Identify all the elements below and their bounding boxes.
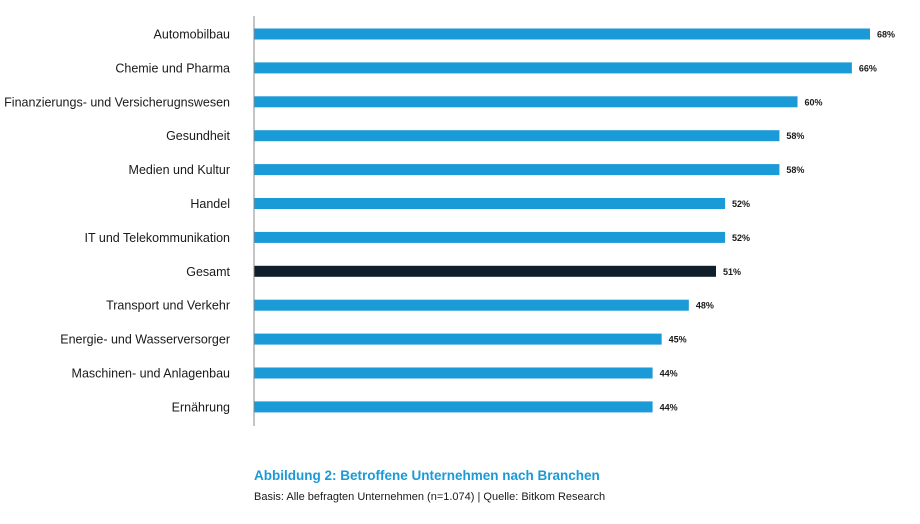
value-label: 44% [660, 402, 678, 412]
bar [254, 299, 689, 311]
value-label: 58% [786, 131, 804, 141]
value-label: 52% [732, 233, 750, 243]
value-label: 60% [805, 97, 823, 107]
value-label: 58% [786, 165, 804, 175]
category-label: Chemie und Pharma [115, 61, 230, 75]
category-label: Medien und Kultur [129, 163, 230, 177]
bar [254, 130, 780, 142]
category-label: Gesundheit [166, 129, 230, 143]
chart-title: Abbildung 2: Betroffene Unternehmen nach… [254, 468, 600, 483]
category-label: Maschinen- und Anlagenbau [72, 367, 231, 381]
bar [254, 231, 726, 243]
value-label: 66% [859, 63, 877, 73]
category-label: Automobilbau [154, 28, 230, 42]
value-label: 44% [660, 369, 678, 379]
value-label: 68% [877, 30, 895, 40]
chart-source-note: Basis: Alle befragten Unternehmen (n=1.0… [254, 491, 606, 503]
category-label: Finanzierungs- und Versicherugnswesen [4, 95, 230, 109]
category-label: Ernährung [172, 400, 230, 414]
category-label: IT und Telekommunikation [85, 231, 231, 245]
bar [254, 62, 852, 74]
bar [254, 198, 726, 209]
bar [254, 401, 653, 413]
category-label: Transport und Verkehr [106, 299, 230, 313]
bar [254, 28, 870, 40]
category-label: Energie- und Wasserversorger [60, 333, 230, 347]
category-label: Gesamt [186, 265, 230, 279]
bar [254, 164, 780, 176]
value-label: 48% [696, 301, 714, 311]
bar-chart: Automobilbau 68% Chemie und Pharma 66% Finan… [4, 16, 895, 426]
value-label: 52% [732, 199, 750, 209]
value-label: 51% [723, 267, 741, 277]
bar-highlight [254, 265, 716, 277]
category-label: Handel [190, 197, 230, 211]
bar [254, 367, 653, 379]
bar [254, 333, 662, 345]
chart-caption: Abbildung 2: Betroffene Unternehmen nach… [254, 468, 894, 503]
value-label: 45% [669, 335, 687, 345]
bar [254, 96, 798, 108]
